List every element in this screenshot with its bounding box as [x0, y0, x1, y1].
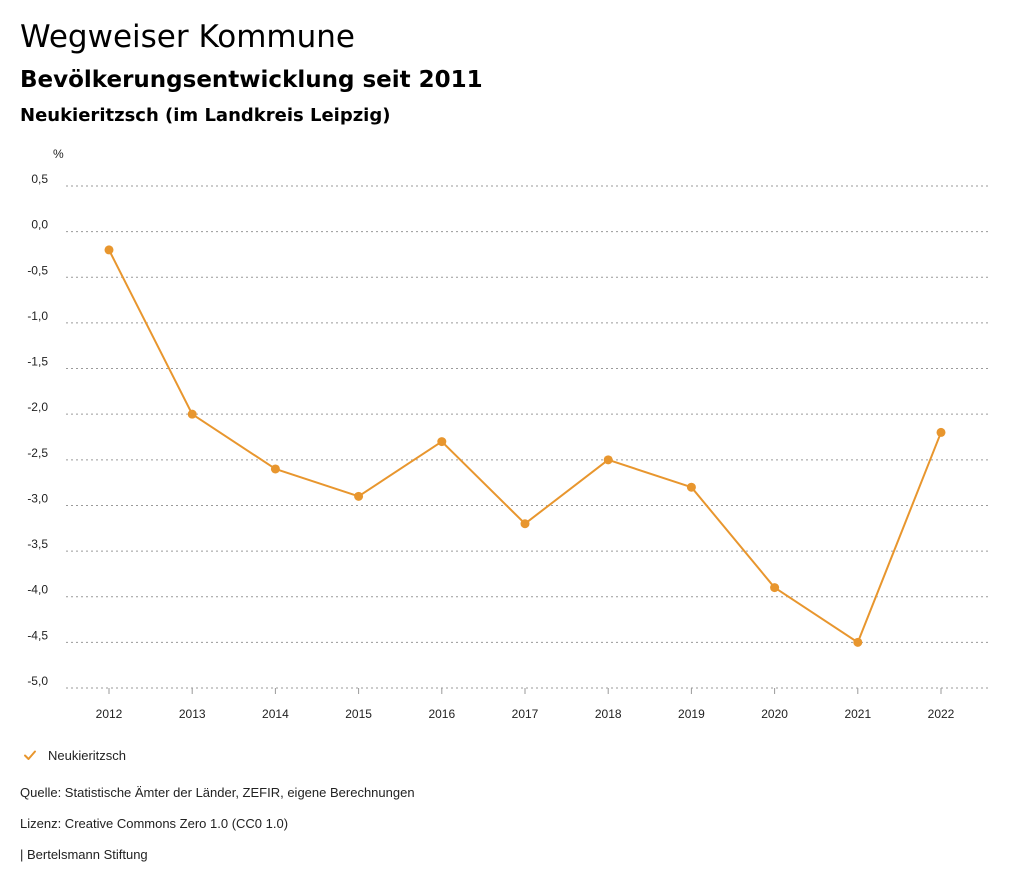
x-tick-label: 2021 — [844, 707, 871, 721]
y-tick-label: 0,0 — [31, 218, 48, 232]
x-tick-label: 2019 — [678, 707, 705, 721]
y-tick-label: -3,0 — [27, 491, 48, 505]
legend-label: Neukieritzsch — [48, 747, 127, 763]
x-tick-label: 2012 — [96, 707, 123, 721]
data-point[interactable] — [603, 455, 613, 465]
y-tick-label: -0,5 — [27, 263, 48, 277]
y-tick-label: -1,0 — [27, 309, 48, 323]
chart-subtitle: Bevölkerungsentwicklung seit 2011 — [20, 67, 483, 93]
y-tick-label: -3,5 — [27, 537, 48, 551]
data-point[interactable] — [270, 464, 280, 474]
page-title: Wegweiser Kommune — [20, 19, 355, 55]
data-point[interactable] — [354, 491, 364, 501]
x-tick-label: 2018 — [595, 707, 622, 721]
legend[interactable]: Neukieritzsch — [22, 745, 126, 765]
data-point[interactable] — [936, 427, 946, 437]
data-series — [104, 245, 946, 647]
line-chart: % 0,5 0,0 -0,5 -1,0 -1,5 -2,0 -2,5 -3,0 -3,5 -4,0 -… — [27, 147, 990, 721]
license-note: Lizenz: Creative Commons Zero 1.0 (CC0 1… — [20, 816, 289, 831]
y-tick-label: -2,0 — [27, 400, 48, 414]
y-tick-label: -4,5 — [27, 628, 48, 642]
x-tick-label: 2017 — [512, 707, 539, 721]
data-point[interactable] — [104, 245, 114, 255]
data-point[interactable] — [520, 519, 530, 529]
y-tick-label: -5,0 — [27, 674, 48, 688]
y-axis: % 0,5 0,0 -0,5 -1,0 -1,5 -2,0 -2,5 -3,0 -3,5 -4,0 -… — [27, 147, 64, 688]
data-point[interactable] — [437, 437, 447, 447]
publisher-note: | Bertelsmann Stiftung — [20, 847, 148, 862]
x-tick-label: 2015 — [345, 707, 372, 721]
series-line — [108, 249, 942, 644]
x-tick-label: 2013 — [179, 707, 206, 721]
y-tick-label: -2,5 — [27, 446, 48, 460]
x-tick-label: 2014 — [262, 707, 289, 721]
x-axis: 2012 2013 2014 2015 2016 2017 2018 2019 2020 2021… — [96, 688, 955, 721]
x-tick-label: 2022 — [928, 707, 955, 721]
x-tick-label: 2016 — [428, 707, 455, 721]
check-icon — [24, 750, 36, 760]
y-tick-label: -4,0 — [27, 583, 48, 597]
source-note: Quelle: Statistische Ämter der Länder, Z… — [20, 785, 415, 800]
y-tick-label: -1,5 — [27, 355, 48, 369]
y-tick-label: 0,5 — [31, 172, 48, 186]
grid-lines — [66, 185, 990, 689]
region-label: Neukieritzsch (im Landkreis Leipzig) — [20, 105, 391, 126]
data-point[interactable] — [853, 637, 863, 647]
x-tick-label: 2020 — [761, 707, 788, 721]
data-point[interactable] — [770, 583, 780, 593]
data-point[interactable] — [686, 482, 696, 492]
data-point[interactable] — [187, 409, 197, 419]
y-axis-unit: % — [53, 147, 64, 161]
